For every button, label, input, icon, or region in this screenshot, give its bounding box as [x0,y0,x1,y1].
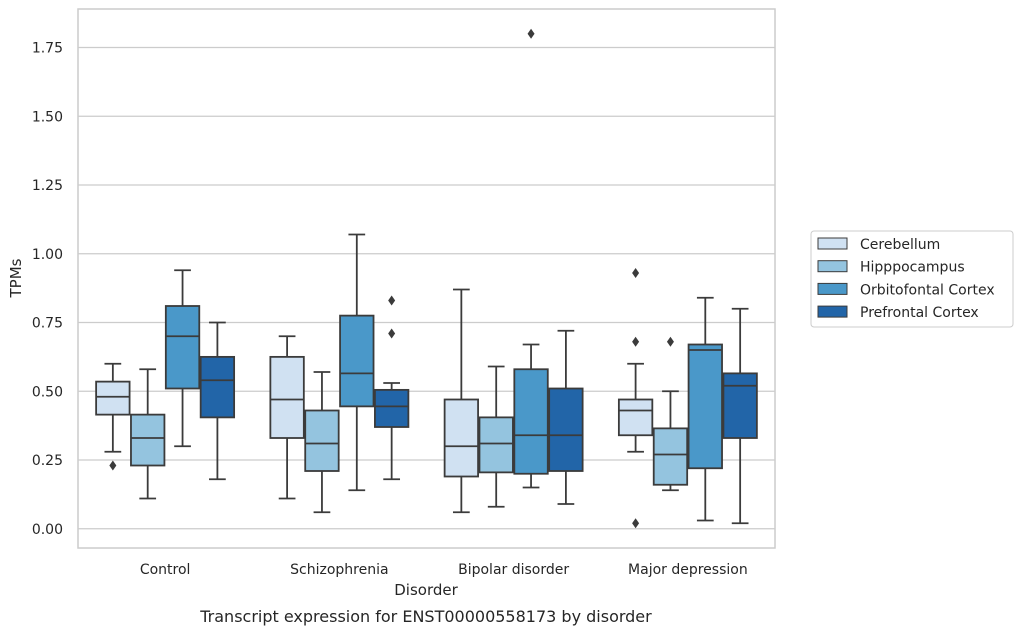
outlier-point [388,295,396,306]
x-tick-label: Major depression [628,562,748,578]
box-iqr [164,305,201,390]
y-tick-label: 0.75 [32,316,63,332]
box-prefrontal-cortex [374,295,410,481]
box-orbitofontal-cortex [687,296,723,522]
y-axis-ticks: 0.00 0.25 0.50 0.75 1.00 1.25 1.50 1.75 [32,41,63,538]
legend-label: Hipppocampus [860,260,965,276]
box-hipppocampus [652,336,689,492]
box-iqr [513,368,549,475]
outlier-point [527,28,535,39]
box-iqr [199,355,236,419]
box-iqr [617,398,654,437]
legend-label: Orbitofontal Cortex [860,282,995,298]
x-axis-label: Disorder [394,581,458,599]
legend-swatch [817,237,848,250]
box-iqr [687,343,723,470]
outlier-point [388,328,396,339]
box-cerebellum [617,268,654,529]
outlier-point [632,518,640,529]
y-tick-label: 1.50 [32,109,63,125]
box-iqr [95,380,131,416]
y-axis-label: TPMs [7,258,25,298]
box-prefrontal-cortex [199,321,236,481]
outlier-point [632,268,640,278]
y-tick-label: 1.25 [32,178,63,194]
chart-caption: Transcript expression for ENST0000055817… [199,607,652,626]
x-tick-label: Bipolar disorder [458,562,569,578]
box-orbitofontal-cortex [164,269,201,448]
legend-label: Prefrontal Cortex [860,305,979,321]
outlier-point [666,336,674,347]
x-tick-label: Schizophrenia [290,562,388,578]
outlier-point [632,336,640,347]
box-iqr [443,398,479,478]
box-cerebellum [95,362,131,471]
box-series [95,28,758,529]
box-iqr [269,355,305,439]
box-orbitofontal-cortex [513,28,549,489]
y-tick-label: 0.50 [32,384,63,400]
box-orbitofontal-cortex [339,233,375,492]
box-iqr [304,409,340,472]
outlier-point [109,460,117,471]
legend-swatch [817,282,848,295]
box-iqr [478,416,514,474]
box-iqr [130,413,166,467]
legend-swatch [817,305,848,318]
box-iqr [374,388,410,428]
y-tick-label: 0.00 [32,522,63,538]
box-prefrontal-cortex [548,329,584,505]
box-hipppocampus [304,371,340,514]
box-hipppocampus [130,368,166,500]
y-tick-label: 1.00 [32,247,63,263]
x-tick-label: Control [140,562,191,578]
legend: Cerebellum Hipppocampus Orbitofontal Corte… [810,230,1014,328]
box-iqr [339,314,375,408]
box-cerebellum [269,335,305,500]
x-axis-ticks: Control Schizophrenia Bipolar disorder Majo… [140,562,748,578]
box-hipppocampus [478,365,514,508]
box-iqr [652,427,689,486]
plot-frame [77,8,776,549]
box-prefrontal-cortex [722,307,758,525]
box-iqr [548,387,584,472]
y-tick-label: 1.75 [32,41,63,57]
box-cerebellum [443,288,479,514]
box-iqr [722,372,758,439]
y-tick-label: 0.25 [32,453,63,469]
legend-frame [810,230,1014,328]
legend-label: Cerebellum [860,237,940,253]
legend-swatch [817,260,848,273]
